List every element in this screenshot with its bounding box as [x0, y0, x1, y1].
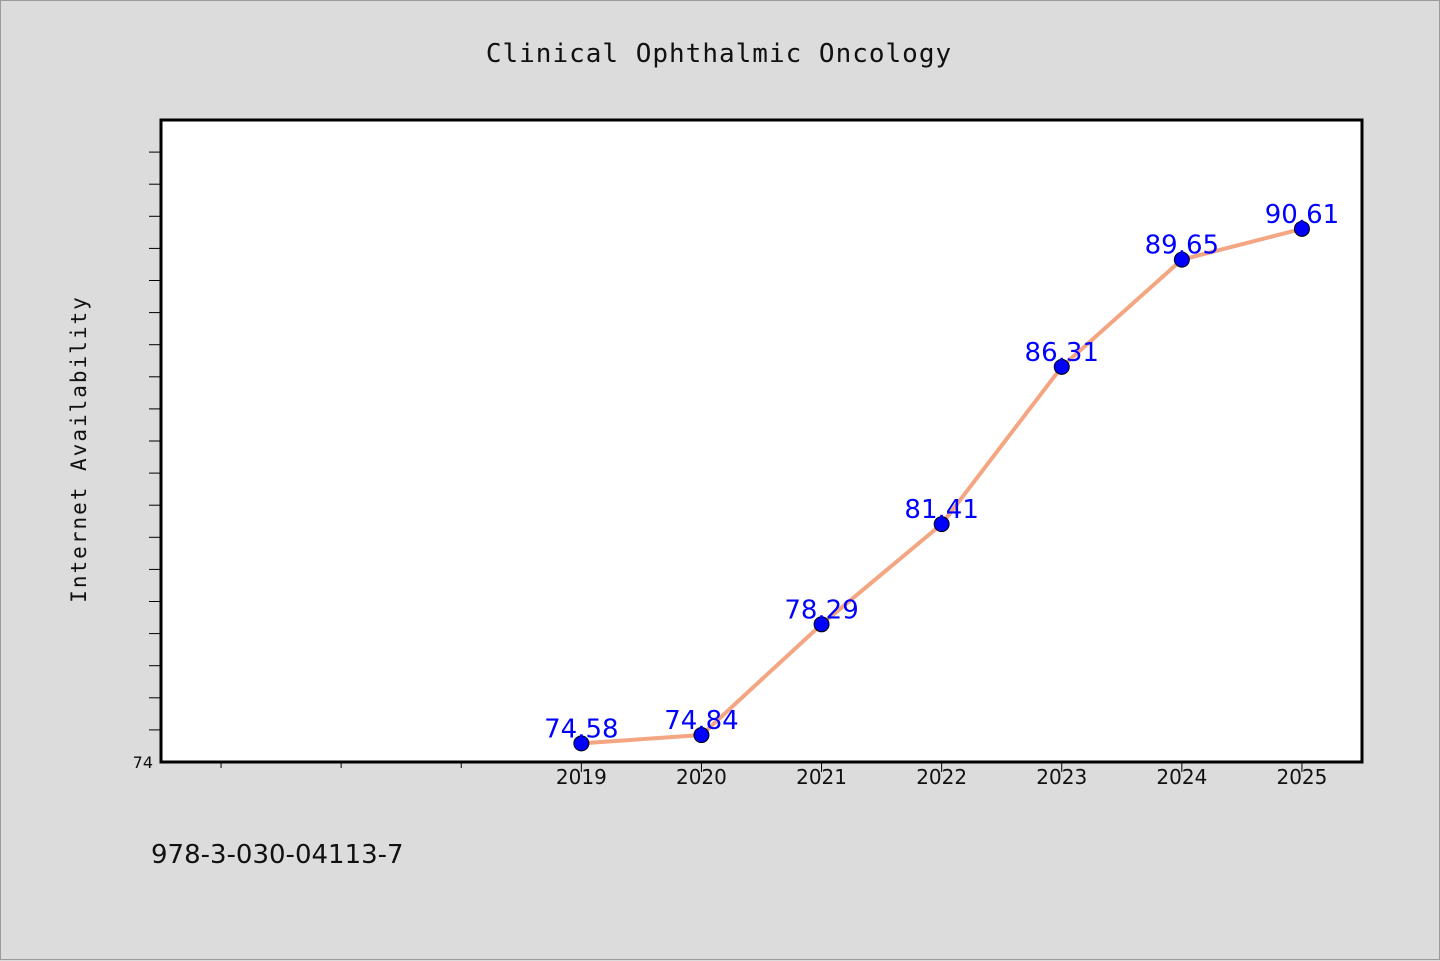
series-markers	[573, 220, 1310, 752]
data-point	[813, 616, 830, 633]
x-tick-label: 2020	[676, 765, 727, 789]
data-point	[1293, 220, 1310, 237]
y-axis-label: Internet Availability	[67, 295, 91, 603]
x-tick-label: 2022	[916, 765, 967, 789]
data-point	[1173, 251, 1190, 268]
data-label: 81.41	[904, 495, 978, 525]
footnote: 978-3-030-04113-7	[151, 840, 404, 870]
y-tick-label: 74	[133, 753, 153, 772]
x-tick-label: 2021	[796, 765, 847, 789]
chart-title: Clinical Ophthalmic Oncology	[486, 39, 952, 69]
data-point	[693, 727, 710, 744]
data-label: 90.61	[1265, 200, 1339, 230]
x-tick-label: 2019	[556, 765, 607, 789]
data-label: 89.65	[1145, 231, 1219, 261]
data-label: 74.84	[664, 706, 738, 736]
x-tick-label: 2023	[1036, 765, 1087, 789]
x-tick-label: 2025	[1276, 765, 1327, 789]
data-label: 74.58	[544, 714, 618, 744]
axis-ticks: 74 2019 2020 2021 2022 2023 2024 2025	[133, 151, 1327, 789]
data-label: 78.29	[784, 595, 858, 625]
x-tick-label: 2024	[1156, 765, 1207, 789]
data-point	[933, 516, 950, 533]
data-point	[1053, 358, 1070, 375]
data-labels: 74.58 74.84 78.29 81.41 86.31 89.65 90.61	[544, 200, 1339, 745]
data-point	[573, 735, 590, 752]
plot-area	[159, 118, 1364, 764]
data-label: 86.31	[1025, 338, 1099, 368]
